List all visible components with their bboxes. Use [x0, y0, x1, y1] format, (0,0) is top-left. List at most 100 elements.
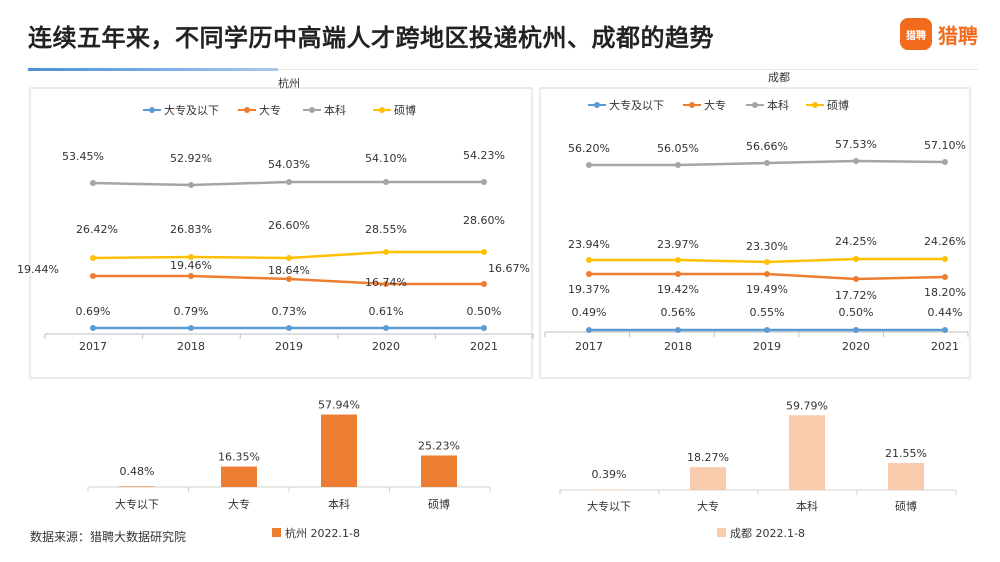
data-label: 0.48%	[120, 465, 155, 478]
data-point	[586, 327, 592, 333]
x-tick-label: 硕博	[895, 500, 917, 513]
data-label: 19.44%	[17, 263, 59, 276]
data-point	[90, 273, 96, 279]
bar	[421, 455, 457, 487]
data-label: 54.03%	[268, 158, 310, 171]
data-point	[675, 327, 681, 333]
data-label: 52.92%	[170, 152, 212, 165]
data-label: 0.55%	[750, 306, 785, 319]
data-label: 24.26%	[924, 235, 966, 248]
data-point	[764, 259, 770, 265]
data-point	[383, 281, 389, 287]
legend-marker	[309, 107, 315, 113]
data-label: 24.25%	[835, 235, 877, 248]
data-point	[942, 274, 948, 280]
data-point	[481, 179, 487, 185]
data-label: 56.66%	[746, 140, 788, 153]
data-point	[188, 182, 194, 188]
data-label: 57.53%	[835, 138, 877, 151]
legend-swatch	[717, 528, 726, 537]
legend-label: 大专	[704, 98, 726, 112]
data-point	[188, 254, 194, 260]
title-divider	[278, 69, 978, 70]
bar	[888, 463, 924, 490]
data-label: 16.67%	[488, 262, 530, 275]
brand-logo: 猎聘 猎聘	[900, 18, 978, 50]
x-tick-label: 大专以下	[115, 497, 159, 511]
data-label: 18.64%	[268, 264, 310, 277]
x-tick-label: 大专	[228, 497, 250, 511]
data-point	[853, 256, 859, 262]
legend-marker	[689, 102, 695, 108]
data-point	[90, 180, 96, 186]
bar	[591, 489, 627, 491]
bar	[789, 415, 825, 490]
data-point	[853, 276, 859, 282]
bar	[690, 467, 726, 490]
page-title: 连续五年来，不同学历中高端人才跨地区投递杭州、成都的趋势	[28, 24, 714, 52]
data-point	[383, 249, 389, 255]
data-point	[942, 159, 948, 165]
data-label: 0.49%	[572, 306, 607, 319]
bar	[321, 414, 357, 487]
legend-label: 本科	[767, 98, 789, 112]
legend-label: 成都 2022.1-8	[730, 527, 805, 540]
data-point	[481, 249, 487, 255]
data-label: 26.83%	[170, 223, 212, 236]
chart-title: 杭州	[278, 76, 300, 90]
data-point	[586, 271, 592, 277]
data-label: 17.72%	[835, 289, 877, 302]
legend-label: 硕博	[394, 104, 416, 117]
x-tick-label: 硕博	[428, 498, 450, 511]
data-label: 16.35%	[218, 451, 260, 464]
data-label: 59.79%	[786, 399, 828, 412]
data-label: 0.39%	[592, 468, 627, 481]
data-label: 28.55%	[365, 223, 407, 236]
data-label: 28.60%	[463, 214, 505, 227]
data-source-note: 数据来源：猎聘大数据研究院	[30, 530, 187, 544]
legend-label: 硕博	[827, 99, 849, 112]
data-point	[481, 325, 487, 331]
bar	[119, 486, 155, 487]
x-tick-label: 2017	[79, 340, 107, 353]
data-point	[675, 271, 681, 277]
legend-swatch	[272, 528, 281, 537]
data-label: 19.46%	[170, 259, 212, 272]
data-point	[675, 257, 681, 263]
chart-frame	[29, 87, 533, 379]
data-point	[764, 160, 770, 166]
legend-marker	[379, 107, 385, 113]
data-label: 57.94%	[318, 399, 360, 412]
data-label: 0.56%	[661, 306, 696, 319]
logo-text: 猎聘	[938, 23, 978, 48]
data-point	[853, 158, 859, 164]
data-point	[286, 179, 292, 185]
data-label: 19.37%	[568, 283, 610, 296]
legend-label: 本科	[324, 103, 346, 117]
title-underline	[28, 68, 278, 71]
data-label: 0.79%	[174, 305, 209, 318]
data-label: 23.30%	[746, 240, 788, 253]
x-tick-label: 2019	[275, 340, 303, 353]
logo-icon: 猎聘	[900, 18, 932, 50]
data-point	[586, 257, 592, 263]
x-tick-label: 大专	[697, 499, 719, 513]
data-point	[188, 325, 194, 331]
data-label: 19.49%	[746, 283, 788, 296]
x-tick-label: 2017	[575, 340, 603, 353]
x-tick-label: 2018	[177, 340, 205, 353]
data-point	[675, 162, 681, 168]
data-point	[764, 271, 770, 277]
data-point	[942, 256, 948, 262]
data-label: 54.23%	[463, 149, 505, 162]
x-tick-label: 本科	[328, 497, 350, 511]
x-tick-label: 2020	[372, 340, 400, 353]
x-tick-label: 本科	[796, 499, 818, 513]
data-point	[942, 327, 948, 333]
data-point	[383, 325, 389, 331]
x-tick-label: 2018	[664, 340, 692, 353]
legend-marker	[752, 102, 758, 108]
